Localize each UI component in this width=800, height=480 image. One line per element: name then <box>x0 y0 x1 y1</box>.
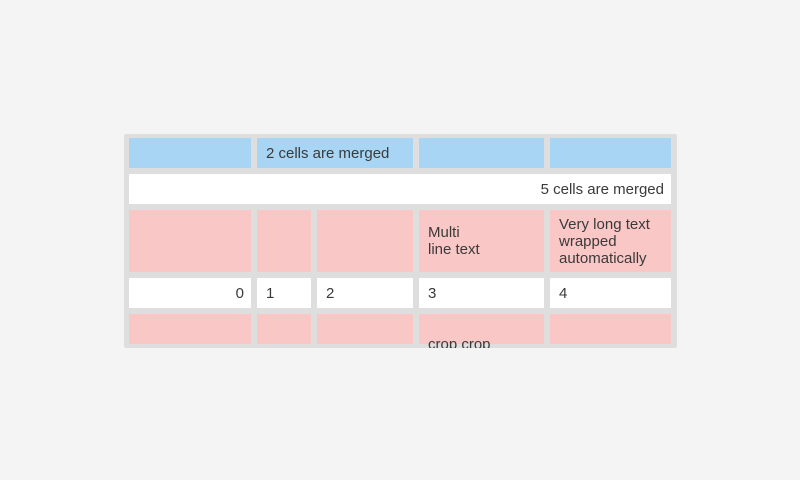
number-2-label: 2 <box>326 284 335 302</box>
wrapped-text-label: Very long text wrapped automatically <box>559 215 650 267</box>
cropped-text-label: crop crop crop crop <box>428 336 491 348</box>
table-body: 2 cells are merged 5 cells are merged Mu… <box>124 134 677 348</box>
cell-r3c1[interactable] <box>129 210 251 272</box>
table-row-4: 0 1 2 3 4 <box>129 278 672 308</box>
cell-number-4[interactable]: 4 <box>550 278 671 308</box>
number-3-label: 3 <box>428 284 437 302</box>
cell-multiline[interactable]: Multi line text <box>419 210 544 272</box>
merged-cell-2cols[interactable]: 2 cells are merged <box>257 138 413 168</box>
cell-r5c2[interactable] <box>257 314 311 344</box>
merged-5-label: 5 cells are merged <box>540 180 664 198</box>
cell-r1c4[interactable] <box>419 138 544 168</box>
cell-r5c5[interactable] <box>550 314 671 344</box>
cell-wrapped-text[interactable]: Very long text wrapped automatically <box>550 210 671 272</box>
cell-number-2[interactable]: 2 <box>317 278 413 308</box>
multiline-label: Multi line text <box>428 224 480 258</box>
number-0-label: 0 <box>235 284 244 302</box>
cell-number-0[interactable]: 0 <box>129 278 251 308</box>
cell-r5c3[interactable] <box>317 314 413 344</box>
cell-r1c1[interactable] <box>129 138 251 168</box>
number-1-label: 1 <box>266 284 275 302</box>
cell-number-3[interactable]: 3 <box>419 278 544 308</box>
merged-cell-5cols[interactable]: 5 cells are merged <box>129 174 671 204</box>
cell-r1c5[interactable] <box>550 138 671 168</box>
table-row-5: crop crop crop crop <box>129 314 672 348</box>
merged-2-label: 2 cells are merged <box>266 144 390 162</box>
cell-r3c3[interactable] <box>317 210 413 272</box>
cell-r5c1[interactable] <box>129 314 251 344</box>
table-row-1: 2 cells are merged <box>129 138 672 168</box>
cell-cropped-text[interactable]: crop crop crop crop <box>419 314 544 348</box>
number-4-label: 4 <box>559 284 568 302</box>
table-row-2: 5 cells are merged <box>129 174 672 204</box>
table-row-3: Multi line text Very long text wrapped a… <box>129 210 672 272</box>
cell-r3c2[interactable] <box>257 210 311 272</box>
cell-number-1[interactable]: 1 <box>257 278 311 308</box>
table-widget: 2 cells are merged 5 cells are merged Mu… <box>124 134 677 348</box>
